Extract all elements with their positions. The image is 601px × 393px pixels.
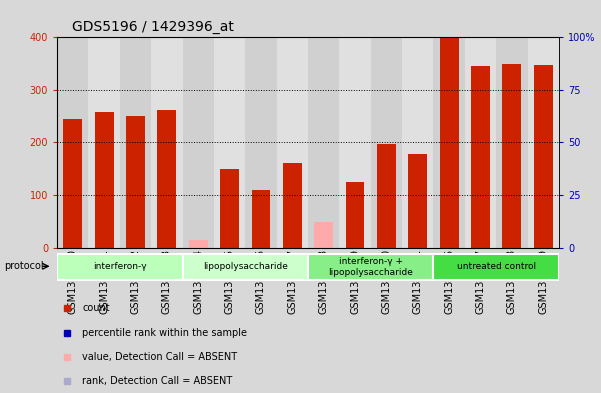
Text: interferon-γ +
lipopolysaccharide: interferon-γ + lipopolysaccharide [328, 257, 413, 277]
Bar [408, 154, 427, 248]
Bar [63, 119, 82, 248]
Bar [502, 64, 521, 248]
Bar [433, 37, 465, 248]
Bar [465, 37, 496, 248]
Text: count: count [82, 303, 110, 313]
Bar [157, 110, 176, 248]
Bar [220, 169, 239, 248]
Bar [151, 37, 183, 248]
Text: lipopolysaccharide: lipopolysaccharide [203, 263, 288, 271]
Bar [346, 182, 364, 248]
Bar [308, 37, 340, 248]
Text: GDS5196 / 1429396_at: GDS5196 / 1429396_at [72, 20, 234, 34]
Bar [528, 37, 559, 248]
Bar [95, 112, 114, 248]
Bar [402, 37, 433, 248]
Bar [496, 37, 528, 248]
FancyBboxPatch shape [57, 254, 183, 280]
Bar [314, 222, 333, 248]
Bar [189, 240, 208, 248]
FancyBboxPatch shape [308, 254, 433, 280]
Bar [88, 37, 120, 248]
Text: protocol: protocol [5, 261, 44, 271]
Bar [245, 37, 276, 248]
Bar [283, 163, 302, 248]
Bar [440, 39, 459, 248]
Bar [471, 66, 490, 248]
Bar [276, 37, 308, 248]
Text: rank, Detection Call = ABSENT: rank, Detection Call = ABSENT [82, 376, 233, 386]
Bar [126, 116, 145, 248]
Bar [534, 65, 553, 248]
Bar [377, 143, 396, 248]
FancyBboxPatch shape [433, 254, 559, 280]
Bar [183, 37, 214, 248]
Text: value, Detection Call = ABSENT: value, Detection Call = ABSENT [82, 352, 237, 362]
Text: percentile rank within the sample: percentile rank within the sample [82, 327, 248, 338]
Bar [252, 190, 270, 248]
Bar [340, 37, 371, 248]
Bar [57, 37, 88, 248]
Text: untreated control: untreated control [457, 263, 535, 271]
Bar [371, 37, 402, 248]
Bar [120, 37, 151, 248]
Text: interferon-γ: interferon-γ [93, 263, 147, 271]
Bar [214, 37, 245, 248]
FancyBboxPatch shape [183, 254, 308, 280]
